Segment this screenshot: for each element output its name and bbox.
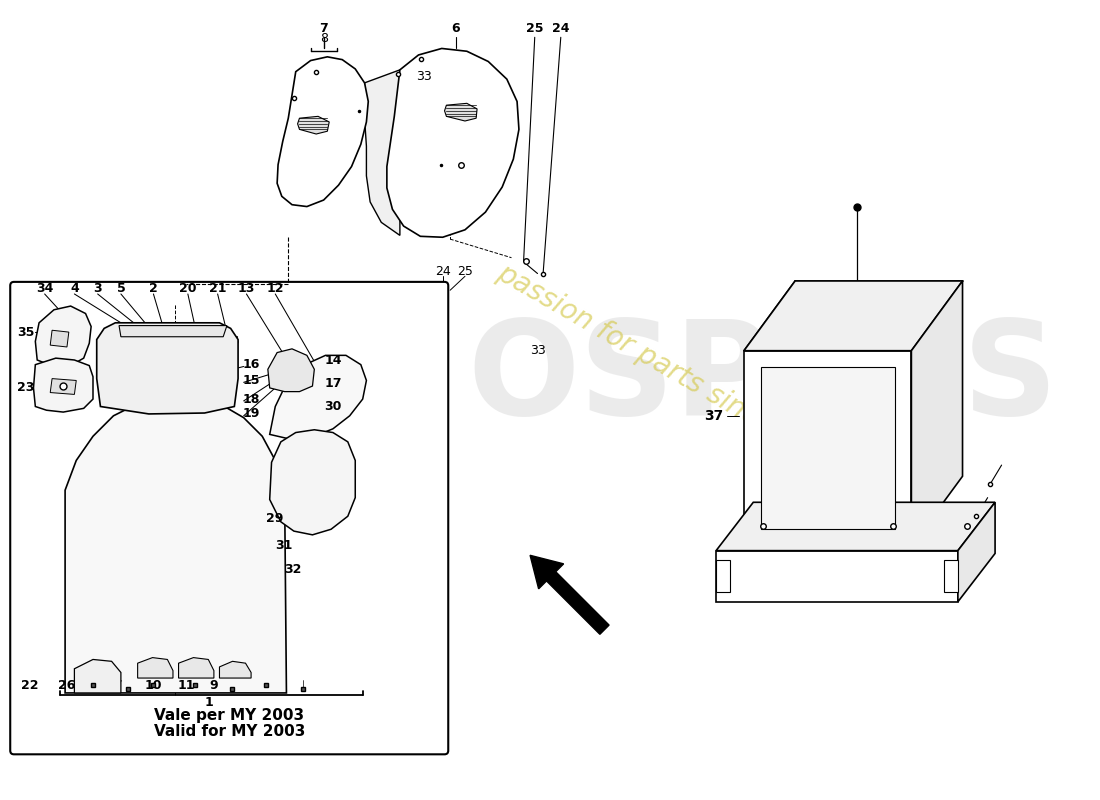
Polygon shape: [958, 502, 996, 602]
Polygon shape: [270, 355, 366, 440]
Text: 22: 22: [21, 679, 38, 692]
Text: 24: 24: [434, 265, 451, 278]
Text: 15: 15: [242, 374, 260, 387]
Polygon shape: [220, 662, 251, 678]
Text: 2: 2: [150, 282, 157, 295]
Text: 25: 25: [458, 265, 473, 278]
FancyBboxPatch shape: [10, 282, 448, 754]
Text: 17: 17: [324, 377, 342, 390]
Polygon shape: [277, 57, 368, 206]
Text: 31: 31: [275, 539, 293, 553]
Text: 7: 7: [319, 22, 328, 34]
Text: 21: 21: [209, 282, 227, 295]
Polygon shape: [267, 349, 315, 392]
Text: 1: 1: [205, 696, 213, 709]
Polygon shape: [138, 658, 173, 678]
Text: 3: 3: [94, 282, 102, 295]
Polygon shape: [716, 560, 730, 593]
Polygon shape: [744, 281, 962, 350]
Polygon shape: [33, 358, 94, 412]
Text: 27: 27: [104, 679, 122, 692]
Text: 4: 4: [70, 282, 79, 295]
Text: 23: 23: [18, 382, 35, 394]
Polygon shape: [51, 378, 76, 394]
Text: 34: 34: [36, 282, 53, 295]
Polygon shape: [444, 103, 477, 121]
Text: 24: 24: [552, 22, 570, 34]
Polygon shape: [761, 367, 894, 530]
Text: 37: 37: [705, 409, 724, 422]
Text: 32: 32: [284, 562, 301, 576]
Text: 35: 35: [18, 326, 35, 338]
Text: 5: 5: [117, 282, 125, 295]
Polygon shape: [387, 49, 519, 238]
Text: 33: 33: [416, 70, 431, 83]
Text: 9: 9: [210, 679, 218, 692]
Text: 25: 25: [526, 22, 543, 34]
Polygon shape: [97, 323, 238, 414]
Polygon shape: [912, 281, 962, 546]
FancyArrow shape: [530, 555, 609, 634]
Polygon shape: [178, 658, 213, 678]
Text: Vale per MY 2003: Vale per MY 2003: [154, 708, 305, 722]
Polygon shape: [119, 326, 227, 337]
Text: 28: 28: [82, 679, 100, 692]
Text: passion for parts since 1985: passion for parts since 1985: [492, 258, 847, 480]
Polygon shape: [65, 398, 286, 693]
Polygon shape: [35, 306, 91, 367]
Polygon shape: [716, 550, 958, 602]
Polygon shape: [944, 560, 958, 593]
Text: 10: 10: [145, 679, 162, 692]
Text: 19: 19: [242, 407, 260, 421]
Text: 30: 30: [324, 400, 342, 413]
Text: 6: 6: [451, 22, 460, 34]
Polygon shape: [51, 330, 69, 347]
Text: 11: 11: [177, 679, 195, 692]
Text: 33: 33: [530, 344, 546, 358]
Text: 12: 12: [266, 282, 284, 295]
Text: 14: 14: [324, 354, 342, 366]
Polygon shape: [364, 70, 400, 235]
Polygon shape: [744, 350, 912, 546]
Polygon shape: [298, 116, 329, 134]
Text: 8: 8: [320, 32, 328, 45]
Text: 36: 36: [222, 335, 240, 348]
Polygon shape: [75, 659, 121, 693]
Text: 29: 29: [266, 511, 283, 525]
Text: Valid for MY 2003: Valid for MY 2003: [154, 725, 305, 739]
Text: 26: 26: [58, 679, 76, 692]
Text: OSPRES: OSPRES: [468, 315, 1058, 442]
Polygon shape: [716, 502, 996, 550]
Text: 18: 18: [242, 393, 260, 406]
Text: 13: 13: [238, 282, 255, 295]
Polygon shape: [270, 430, 355, 535]
Text: 20: 20: [179, 282, 197, 295]
Text: 16: 16: [242, 358, 260, 371]
